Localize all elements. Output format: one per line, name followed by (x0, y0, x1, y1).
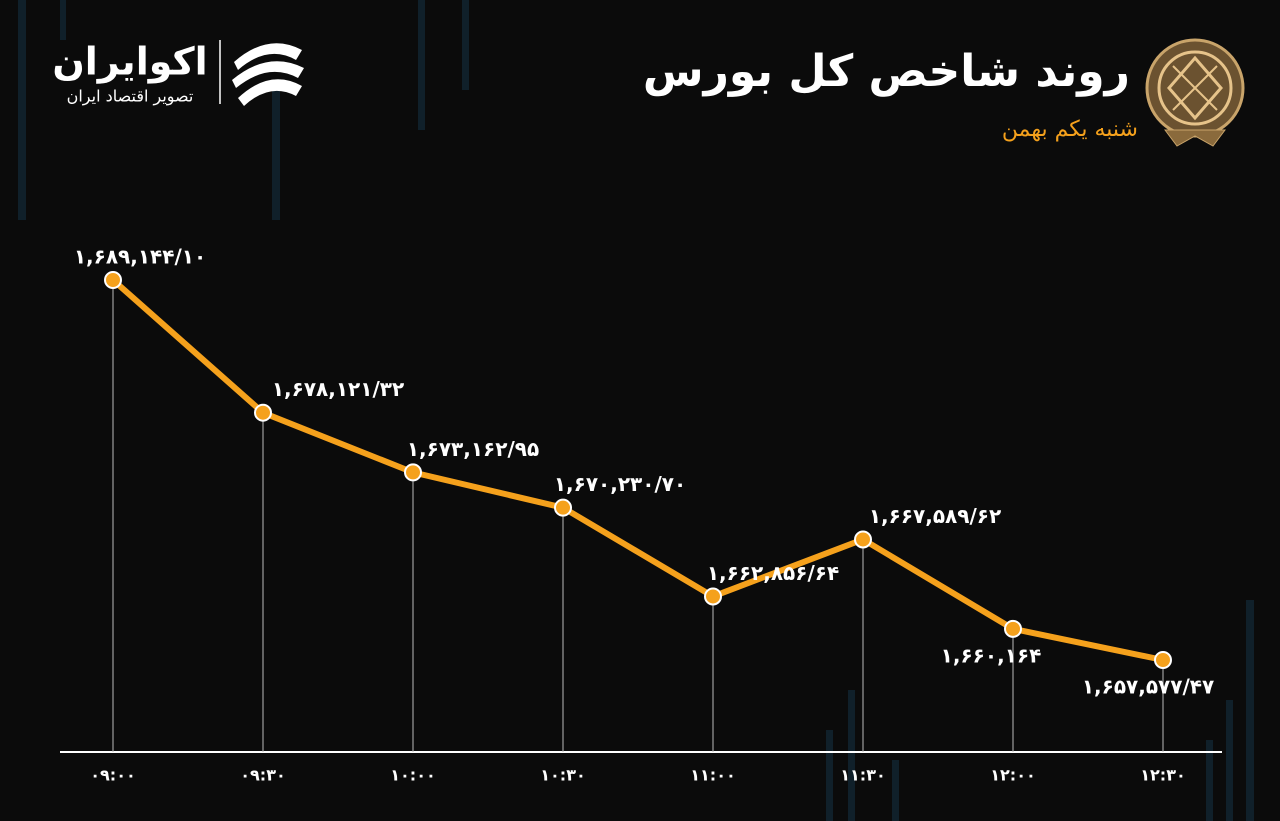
data-point (1154, 651, 1172, 669)
brand-name: اکوایران (52, 40, 207, 84)
value-label: ۱,۶۶۰,۱۶۴ (941, 643, 1042, 667)
exchange-emblem (1145, 38, 1245, 147)
data-point (404, 463, 422, 482)
value-label: ۱,۶۶۷,۵۸۹/۶۲ (869, 504, 1001, 528)
data-point (1004, 619, 1022, 638)
value-label: ۱,۶۵۷,۵۷۷/۴۷ (1082, 675, 1214, 699)
value-label: ۱,۶۷۸,۱۲۱/۳۲ (272, 377, 404, 401)
value-label: ۱,۶۷۳,۱۶۲/۹۵ (407, 437, 539, 461)
value-label: ۱,۶۷۰,۲۳۰/۷۰ (554, 472, 686, 496)
x-tick-label: ۱۰:۳۰ (540, 766, 585, 785)
x-tick-label: ۰۹:۳۰ (240, 766, 285, 785)
x-tick-label: ۱۱:۰۰ (690, 766, 735, 785)
data-point (104, 271, 122, 289)
data-point (854, 530, 872, 549)
x-tick-label: ۱۲:۳۰ (1140, 766, 1185, 785)
data-point (554, 498, 572, 517)
value-label: ۱,۶۶۲,۸۵۶/۶۴ (707, 561, 839, 585)
index-line (111, 277, 1164, 663)
x-tick-label: ۰۹:۰۰ (90, 766, 135, 785)
chart-title: روند شاخص کل بورس (643, 46, 1130, 97)
brand-logo (219, 40, 304, 106)
brand-slogan: تصویر اقتصاد ایران (67, 87, 194, 107)
background-decoration (18, 0, 1254, 821)
chart-subtitle: شنبه یکم بهمن (1002, 117, 1138, 142)
x-tick-label: ۱۱:۳۰ (840, 766, 885, 785)
x-tick-label: ۱۲:۰۰ (990, 766, 1035, 785)
data-point (254, 403, 272, 422)
data-point (704, 587, 722, 606)
value-label: ۱,۶۸۹,۱۴۴/۱۰ (74, 245, 206, 269)
x-tick-label: ۱۰:۰۰ (390, 766, 435, 785)
